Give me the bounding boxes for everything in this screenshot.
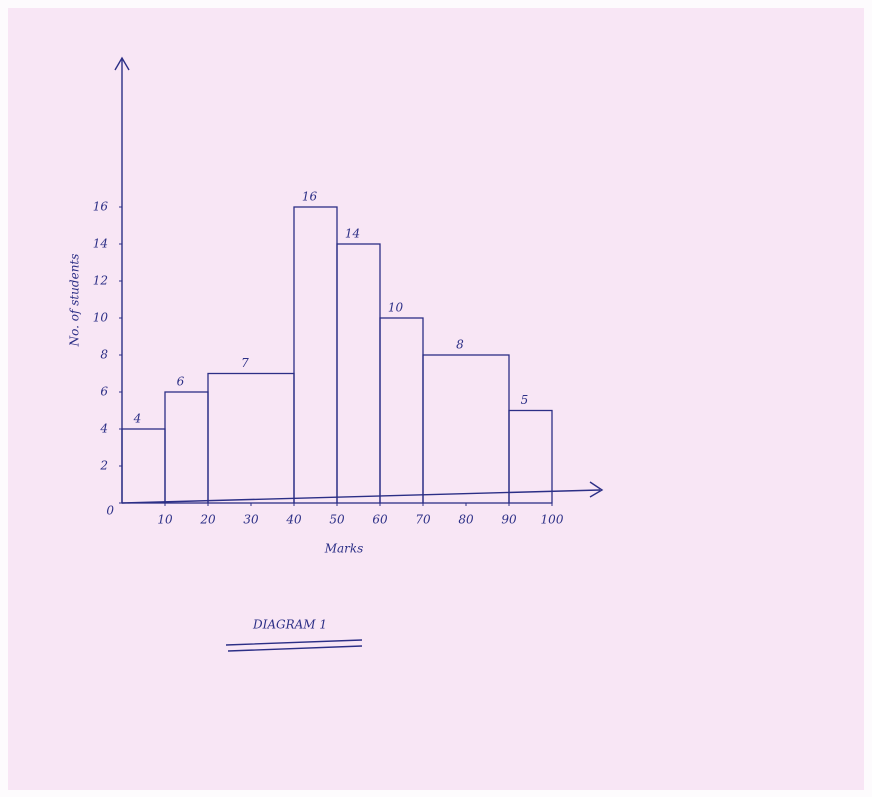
y-tick-label: 12 (93, 274, 108, 288)
y-tick-label: 8 (100, 348, 108, 362)
x-axis-label: Marks (324, 542, 364, 556)
x-axis (121, 489, 601, 504)
y-tick-label: 10 (93, 311, 109, 325)
x-tick-label: 70 (415, 513, 431, 527)
caption: DIAGRAM 1 (252, 618, 327, 632)
x-tick-label: 50 (329, 513, 345, 527)
data-label: 7 (241, 356, 249, 370)
y-tick-label: 2 (99, 459, 108, 473)
paper (8, 8, 864, 790)
data-label: 4 (133, 412, 142, 426)
x-tick-label: 100 (541, 513, 564, 527)
y-axis-label: No. of students (68, 254, 82, 348)
x-tick-label: 10 (157, 513, 173, 527)
y-tick-label: 16 (93, 200, 109, 214)
x-tick-label: 90 (501, 513, 517, 527)
caption-underline (225, 639, 363, 652)
x-tick-label: 60 (372, 513, 388, 527)
y-tick-label: 6 (100, 385, 108, 399)
x-tick-label: 20 (199, 513, 216, 527)
y-arrow (114, 56, 130, 71)
x-arrow (589, 481, 604, 498)
y-tick-label: 14 (93, 237, 108, 251)
x-tick-label: 80 (458, 513, 474, 527)
x-tick-label: 40 (285, 513, 302, 527)
bar (508, 409, 553, 504)
x-tick-label: 30 (243, 513, 259, 527)
data-label: 14 (345, 227, 360, 241)
data-label: 5 (521, 393, 529, 407)
data-label: 10 (388, 301, 404, 315)
data-label: 6 (177, 375, 185, 389)
data-label: 8 (456, 338, 464, 352)
y-tick-label: 0 (106, 504, 114, 518)
data-label: 16 (302, 190, 318, 204)
y-tick-label: 4 (99, 422, 108, 436)
